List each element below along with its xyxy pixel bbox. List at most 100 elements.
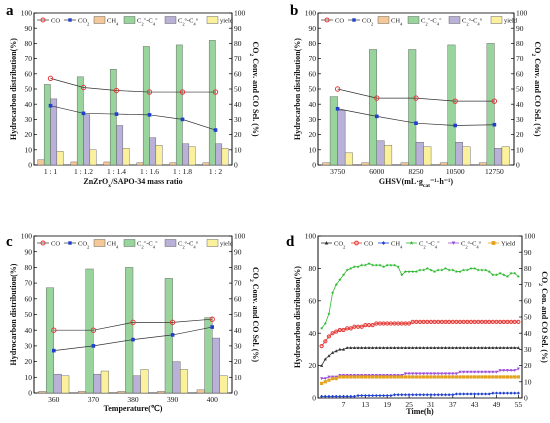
point (516, 375, 520, 379)
point (359, 324, 364, 329)
point (487, 346, 491, 350)
y-axis-left-tick-label: 20 (25, 130, 33, 139)
bar-c2-c4- (369, 49, 377, 166)
legend-label: C2=-C4= (137, 16, 158, 26)
legend-label: CO2 (78, 17, 90, 26)
point (502, 375, 506, 379)
point (414, 393, 418, 397)
point-co2 (414, 121, 418, 125)
point (352, 394, 357, 398)
point (341, 394, 346, 398)
bar-c2-c4- (447, 44, 456, 166)
y-axis-right-tick-label: 50 (234, 310, 242, 319)
point (418, 375, 422, 379)
point (502, 346, 506, 350)
y-axis-right-tick-label: 50 (234, 85, 242, 94)
point (483, 392, 488, 396)
y-axis-right-tick-label: 0 (234, 389, 238, 398)
point (407, 393, 411, 397)
y-axis-left-tick-label: 50 (309, 85, 317, 94)
point (465, 392, 469, 396)
point (494, 375, 499, 379)
point (516, 367, 520, 371)
point (356, 375, 360, 379)
point (494, 273, 499, 277)
point (334, 376, 338, 381)
point (421, 268, 426, 272)
point-co (334, 86, 341, 92)
point-co2 (81, 111, 86, 116)
legend-swatch (490, 16, 503, 24)
point-co (491, 98, 498, 104)
point (513, 271, 517, 275)
point-co (413, 95, 419, 101)
point (407, 375, 411, 379)
point (403, 393, 408, 397)
point-co (113, 87, 120, 94)
bar-ch4 (38, 391, 47, 394)
y-axis-left-tick-label: 20 (309, 130, 317, 139)
point (345, 375, 349, 379)
point (338, 375, 342, 379)
bar-ch4 (400, 162, 409, 166)
bar-c2o-c4o (376, 140, 385, 166)
point-co2 (180, 117, 185, 122)
legend-label: yield (220, 17, 234, 24)
point (334, 394, 338, 398)
point (327, 394, 331, 398)
point (378, 346, 382, 350)
point (513, 346, 517, 350)
point-co (212, 89, 219, 95)
bar-yield (180, 369, 189, 394)
point-co2 (147, 113, 152, 117)
point (502, 273, 506, 277)
line-co2 (50, 105, 216, 131)
point (326, 334, 332, 339)
bar-yield (384, 145, 393, 166)
point (509, 369, 513, 373)
point (327, 354, 331, 358)
point (436, 346, 440, 350)
point (498, 375, 502, 379)
y-axis-right-tick-label: 30 (516, 115, 524, 124)
legend-marker (68, 18, 72, 22)
point (392, 393, 397, 397)
y-axis-left-tick-label: 20 (309, 361, 317, 370)
point (349, 266, 353, 270)
y-axis-right-tick-label: 80 (516, 39, 524, 48)
point (454, 269, 459, 274)
point (458, 375, 462, 379)
point (513, 369, 517, 373)
point-co2 (52, 348, 56, 353)
bar-ch4 (117, 391, 126, 394)
point (411, 375, 415, 379)
point (418, 393, 422, 397)
point (440, 375, 444, 379)
point (400, 273, 404, 277)
legend: CO CO2 CH4 C2=-C4= C2o-C4o yield (37, 16, 234, 26)
point-co2 (131, 337, 135, 342)
x-tick-label: 55 (515, 400, 523, 409)
point (436, 393, 440, 397)
point (462, 346, 466, 350)
point (473, 392, 477, 396)
point (367, 261, 371, 265)
bar-yield (56, 151, 64, 166)
point (465, 268, 470, 272)
point (320, 394, 324, 398)
point (374, 346, 378, 350)
point (367, 393, 371, 398)
x-tick-label: 1 : 1.8 (173, 167, 192, 176)
point (494, 391, 499, 395)
bar-ch4 (479, 162, 488, 166)
point (451, 375, 455, 379)
y-axis-right-tick-label: 50 (516, 85, 524, 94)
point (360, 263, 364, 267)
point (418, 268, 422, 272)
bar-yield (188, 146, 196, 166)
panel-label: a (6, 3, 14, 19)
point (396, 265, 400, 269)
point (462, 392, 466, 396)
x-axis-label: ZnZrOx/SAPO-34 mass ratio (83, 177, 182, 189)
point (374, 263, 378, 267)
